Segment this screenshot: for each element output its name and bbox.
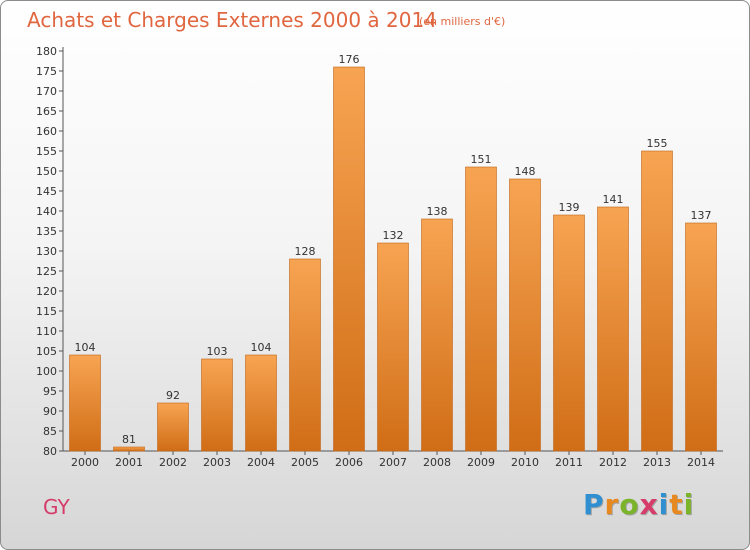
bar: [333, 66, 365, 452]
bar: [597, 206, 629, 452]
y-tick-label: 115: [36, 305, 57, 318]
data-label: 155: [647, 137, 668, 150]
commune-name: GY: [43, 495, 70, 519]
logo-letter: i: [658, 488, 670, 521]
x-tick-label: 2006: [335, 456, 363, 469]
logo-letter: o: [619, 488, 640, 521]
y-tick-label: 130: [36, 245, 57, 258]
data-label: 148: [515, 165, 536, 178]
x-tick-label: 2001: [115, 456, 143, 469]
x-tick-label: 2002: [159, 456, 187, 469]
chart-bars: [69, 66, 717, 452]
y-tick-label: 170: [36, 85, 57, 98]
x-tick-label: 2005: [291, 456, 319, 469]
bar: [421, 218, 453, 452]
data-label: 141: [603, 193, 624, 206]
x-tick-label: 2004: [247, 456, 275, 469]
y-tick-label: 125: [36, 265, 57, 278]
bar: [465, 166, 497, 452]
chart-title: Achats et Charges Externes 2000 à 2014: [27, 8, 437, 32]
y-tick-label: 140: [36, 205, 57, 218]
data-label: 92: [166, 389, 180, 402]
x-tick-label: 2000: [71, 456, 99, 469]
data-label: 176: [339, 53, 360, 66]
data-label: 128: [295, 245, 316, 258]
x-tick-label: 2010: [511, 456, 539, 469]
x-tick-label: 2007: [379, 456, 407, 469]
logo-letter: i: [683, 488, 695, 521]
y-tick-label: 110: [36, 325, 57, 338]
bar: [113, 446, 145, 452]
chart-unit: (en milliers d'€): [419, 15, 506, 28]
bar: [685, 222, 717, 452]
chart-labels: 104 81 92 103 104 128 176 132 138 151 148 139 141 155…: [75, 53, 712, 446]
y-tick-label: 135: [36, 225, 57, 238]
x-tick-label: 2009: [467, 456, 495, 469]
x-tick-label: 2014: [687, 456, 715, 469]
logo-letter: x: [639, 488, 659, 521]
bar: [69, 354, 101, 452]
y-tick-label: 85: [43, 425, 57, 438]
y-tick-label: 175: [36, 65, 57, 78]
y-tick-label: 165: [36, 105, 57, 118]
y-tick-label: 160: [36, 125, 57, 138]
y-tick-label: 90: [43, 405, 57, 418]
y-tick-label: 100: [36, 365, 57, 378]
y-tick-label: 80: [43, 445, 57, 458]
data-label: 81: [122, 433, 136, 446]
data-label: 139: [559, 201, 580, 214]
data-label: 104: [251, 341, 272, 354]
x-tick-label: 2012: [599, 456, 627, 469]
data-label: 103: [207, 345, 228, 358]
bar: [157, 402, 189, 452]
y-tick-label: 150: [36, 165, 57, 178]
y-tick-label: 95: [43, 385, 57, 398]
data-label: 151: [471, 153, 492, 166]
data-label: 132: [383, 229, 404, 242]
bar: [377, 242, 409, 452]
x-tick-label: 2008: [423, 456, 451, 469]
data-label: 104: [75, 341, 96, 354]
chart-axes: 80 85 90 95 100 105 110 115 120 125 130 135 140 145 15…: [36, 45, 723, 469]
y-tick-label: 155: [36, 145, 57, 158]
bar: [509, 178, 541, 452]
bar: [641, 150, 673, 452]
x-tick-label: 2003: [203, 456, 231, 469]
y-tick-label: 120: [36, 285, 57, 298]
bar: [201, 358, 233, 452]
bar: [553, 214, 585, 452]
bar: [289, 258, 321, 452]
logo-letter: r: [604, 488, 620, 521]
y-tick-label: 145: [36, 185, 57, 198]
logo-letter: t: [669, 488, 684, 521]
bar: [245, 354, 277, 452]
y-tick-label: 105: [36, 345, 57, 358]
x-tick-label: 2013: [643, 456, 671, 469]
x-tick-label: 2011: [555, 456, 583, 469]
data-label: 137: [691, 209, 712, 222]
data-label: 138: [427, 205, 448, 218]
proxiti-logo: Proxiti: [583, 488, 694, 521]
y-tick-label: 180: [36, 45, 57, 58]
logo-letter: P: [583, 488, 605, 521]
